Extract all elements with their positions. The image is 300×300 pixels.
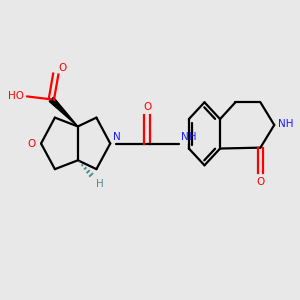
Text: H: H (95, 179, 103, 189)
Polygon shape (49, 97, 78, 126)
Text: O: O (256, 177, 265, 188)
Text: NH: NH (278, 119, 293, 129)
Text: O: O (28, 139, 36, 148)
Text: HO: HO (8, 91, 24, 101)
Text: NH: NH (181, 132, 197, 142)
Text: O: O (58, 63, 66, 73)
Text: O: O (143, 102, 152, 112)
Text: N: N (112, 132, 120, 142)
